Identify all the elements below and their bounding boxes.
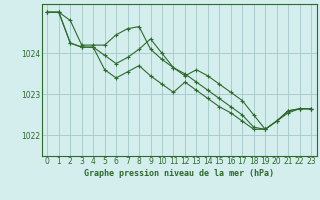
X-axis label: Graphe pression niveau de la mer (hPa): Graphe pression niveau de la mer (hPa) (84, 169, 274, 178)
